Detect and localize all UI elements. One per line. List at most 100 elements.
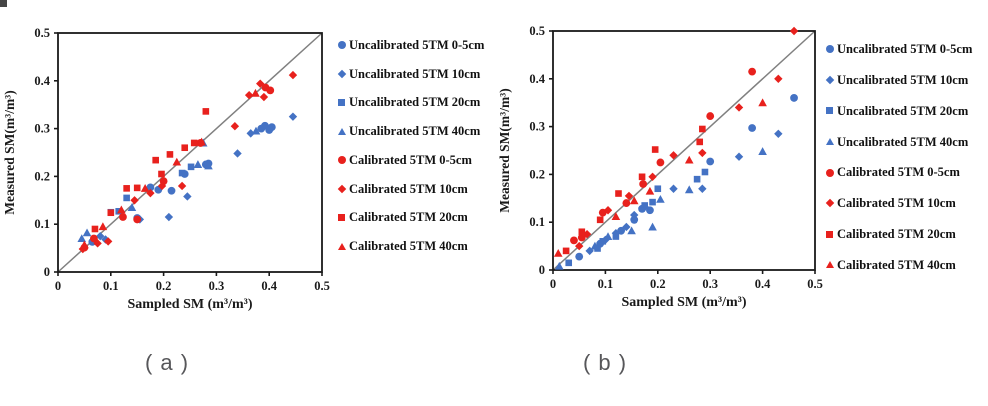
x-tick-label: 0.3: [702, 277, 718, 291]
y-axis-title: Measured SM(m³/m³): [497, 88, 512, 212]
data-point-circle: [570, 236, 578, 245]
data-point-diamond: [669, 151, 678, 160]
data-point-triangle: [648, 222, 657, 231]
data-point-diamond: [130, 196, 139, 205]
data-point-diamond: [698, 148, 707, 158]
data-point-triangle: [251, 126, 261, 135]
data-point-square: [654, 185, 662, 193]
data-point-square: [202, 108, 210, 115]
data-point-triangle: [645, 186, 655, 195]
data-point-square: [596, 216, 604, 224]
data-point-square: [599, 238, 607, 245]
circle-marker-icon: [826, 45, 837, 54]
y-tick-label: 0.1: [34, 217, 50, 231]
y-tick-label: 0.4: [34, 74, 50, 88]
data-point-circle: [146, 183, 155, 192]
data-point-circle: [622, 199, 631, 207]
data-point-diamond: [648, 172, 657, 181]
data-point-diamond: [789, 26, 799, 36]
x-tick-label: 0: [55, 279, 61, 293]
data-point-circle: [656, 158, 665, 167]
triangle-marker-icon: [338, 242, 349, 250]
data-point-diamond: [288, 112, 298, 121]
data-point-square: [638, 173, 646, 181]
legend-a: Uncalibrated 5TM 0-5cm Uncalibrated 5TM 1…: [337, 31, 485, 261]
x-tick-label: 0.4: [755, 277, 771, 291]
data-point-diamond: [698, 184, 707, 193]
legend-item: Uncalibrated 5TM 40cm: [338, 117, 484, 146]
data-point-triangle: [98, 222, 108, 231]
legend-label: Uncalibrated 5TM 10cm: [837, 72, 969, 87]
x-tick-label: 0.2: [650, 277, 666, 291]
corner-artifact: [0, 0, 7, 7]
data-point-triangle: [80, 240, 89, 249]
triangle-marker-icon: [338, 127, 349, 135]
data-point-diamond: [96, 231, 105, 241]
data-point-diamond: [246, 129, 255, 138]
data-point-square: [123, 194, 130, 202]
diamond-marker-icon: [337, 69, 349, 79]
reference-1to1-line: [57, 32, 323, 273]
data-point-diamond: [93, 239, 102, 248]
x-tick-label: 0.5: [807, 277, 823, 291]
legend-item: Calibrated 5TM 40cm: [826, 250, 972, 281]
legend-label: Calibrated 5TM 20cm: [349, 210, 468, 225]
data-point-diamond: [774, 129, 783, 138]
data-point-circle: [90, 234, 98, 243]
data-point-circle: [748, 67, 757, 76]
data-point-square: [158, 170, 165, 178]
data-point-triangle: [758, 147, 767, 155]
legend-item: Uncalibrated 5TM 40cm: [826, 126, 972, 157]
data-point-triangle: [251, 88, 260, 97]
circle-marker-icon: [338, 41, 349, 50]
data-point-circle: [706, 112, 715, 120]
legend-item: Calibrated 5TM 40cm: [338, 232, 484, 261]
data-point-triangle: [204, 161, 213, 170]
data-point-triangle: [684, 185, 694, 194]
data-point-triangle: [553, 248, 563, 257]
data-point-triangle: [172, 157, 182, 166]
data-point-square: [178, 169, 186, 177]
diamond-marker-icon: [825, 75, 837, 85]
data-point-square: [565, 259, 573, 267]
square-marker-icon: [826, 107, 837, 115]
data-point-square: [107, 209, 115, 217]
x-tick-label: 0.2: [156, 279, 172, 293]
x-tick-label: 0.1: [598, 277, 614, 291]
y-tick-label: 0.5: [529, 24, 545, 38]
square-marker-icon: [338, 213, 349, 221]
diamond-marker-icon: [337, 184, 349, 194]
legend-label: Uncalibrated 5TM 0-5cm: [349, 38, 485, 53]
data-point-square: [562, 247, 570, 255]
circle-marker-icon: [338, 156, 349, 165]
plot-frame: [552, 30, 816, 271]
data-point-circle: [167, 186, 176, 195]
data-point-triangle: [629, 196, 639, 205]
data-point-diamond: [101, 235, 110, 244]
data-point-square: [578, 228, 586, 236]
legend-label: Uncalibrated 5TM 10cm: [349, 66, 481, 81]
data-point-diamond: [624, 191, 634, 201]
data-point-square: [693, 175, 701, 183]
data-point-triangle: [611, 212, 621, 220]
data-point-triangle: [656, 194, 665, 203]
y-tick-label: 0: [539, 263, 545, 277]
x-tick-label: 0.5: [314, 279, 330, 293]
x-tick-label: 0.4: [261, 279, 277, 293]
data-point-square: [91, 225, 99, 233]
data-point-triangle: [590, 241, 600, 250]
caption-a: ( a ): [144, 350, 190, 375]
legend-b: Uncalibrated 5TM 0-5cm Uncalibrated 5TM 1…: [825, 34, 973, 281]
data-point-circle: [577, 233, 586, 242]
scatter-plot-a: 0 0.1 0.2 0.3 0.4 0.5 0 0.1 0.2 0.3 0.4 0.5 Sampled …: [2, 26, 330, 312]
data-point-triangle: [127, 203, 137, 211]
legend-label: Uncalibrated 5TM 20cm: [837, 103, 969, 118]
y-tick-label: 0: [44, 265, 50, 279]
y-tick-label: 0.3: [34, 122, 50, 136]
legend-label: Uncalibrated 5TM 0-5cm: [837, 42, 973, 57]
data-point-circle: [630, 215, 639, 224]
data-point-triangle: [77, 234, 87, 243]
legend-label: Uncalibrated 5TM 20cm: [349, 95, 481, 110]
legend-label: Calibrated 5TM 20cm: [837, 226, 956, 241]
